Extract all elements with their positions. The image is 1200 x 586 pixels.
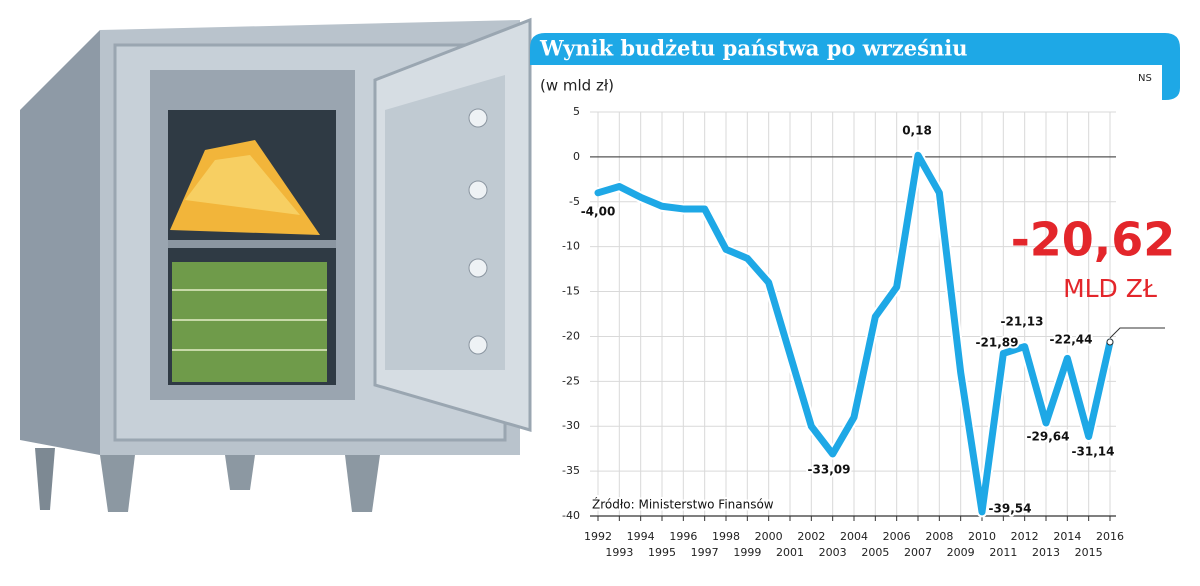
credit: NS — [1138, 73, 1152, 84]
y-tick-label: 5 — [573, 105, 580, 118]
x-tick-label: 2010 — [968, 530, 996, 543]
x-tick-label: 2003 — [819, 546, 847, 559]
plot-background — [590, 112, 1116, 516]
x-tick-label: 2016 — [1096, 530, 1124, 543]
x-tick-label: 2014 — [1053, 530, 1081, 543]
y-tick-label: 0 — [573, 150, 580, 163]
x-tick-label: 2001 — [776, 546, 804, 559]
x-tick-label: 2013 — [1032, 546, 1060, 559]
x-tick-label: 1996 — [669, 530, 697, 543]
source-note: Źródło: Ministerstwo Finansów — [592, 497, 774, 512]
x-tick-label: 1999 — [733, 546, 761, 559]
x-tick-label: 2015 — [1075, 546, 1103, 559]
x-tick-label: 1997 — [691, 546, 719, 559]
y-tick-label: -10 — [562, 240, 580, 253]
x-tick-label: 2006 — [883, 530, 911, 543]
y-tick-label: -5 — [569, 195, 580, 208]
x-tick-label: 1995 — [648, 546, 676, 559]
unit-label: MLD ZŁ — [1063, 274, 1157, 303]
leader-line — [1109, 327, 1165, 339]
value-label: -22,44 — [1050, 333, 1093, 347]
x-tick-label: 2002 — [797, 530, 825, 543]
x-tick-label: 2008 — [925, 530, 953, 543]
value-label: -39,54 — [989, 502, 1032, 516]
y-tick-label: -40 — [562, 509, 580, 522]
y-tick-label: -25 — [562, 374, 580, 387]
value-label: -21,13 — [1001, 315, 1044, 329]
plot: 5 0 -5 -10 -15 -20 -25 -30 -35 -40 1992 1993 1994 199… — [562, 105, 1175, 559]
value-label: -4,00 — [581, 205, 616, 219]
value-label: -31,14 — [1072, 445, 1115, 459]
highlight-value-label: -20,62 — [1011, 213, 1176, 267]
y-tick-label: -15 — [562, 285, 580, 298]
y-tick-label: -30 — [562, 419, 580, 432]
data-line — [594, 151, 1114, 516]
x-tick-label: 1993 — [605, 546, 633, 559]
x-tick-label: 2007 — [904, 546, 932, 559]
end-point — [1106, 338, 1114, 346]
x-tick-label: 2011 — [989, 546, 1017, 559]
y-tick-label: -35 — [562, 464, 580, 477]
x-tick-label: 2012 — [1011, 530, 1039, 543]
safe-illustration — [20, 17, 532, 512]
chart-subtitle: (w mld zł) — [540, 77, 614, 95]
x-tick-label: 1994 — [627, 530, 655, 543]
value-label: 0,18 — [902, 124, 932, 138]
title-banner — [530, 33, 1180, 100]
value-label: -21,89 — [976, 336, 1019, 350]
x-tick-label: 2009 — [947, 546, 975, 559]
chart-title: Wynik budżetu państwa po wrześniu — [539, 36, 967, 61]
x-tick-label: 1998 — [712, 530, 740, 543]
value-label: -29,64 — [1027, 430, 1070, 444]
x-tick-label: 2004 — [840, 530, 868, 543]
x-tick-label: 2005 — [861, 546, 889, 559]
x-tick-label: 1992 — [584, 530, 612, 543]
y-tick-label: -20 — [562, 329, 580, 342]
value-label: -33,09 — [808, 463, 851, 477]
x-tick-label: 2000 — [755, 530, 783, 543]
